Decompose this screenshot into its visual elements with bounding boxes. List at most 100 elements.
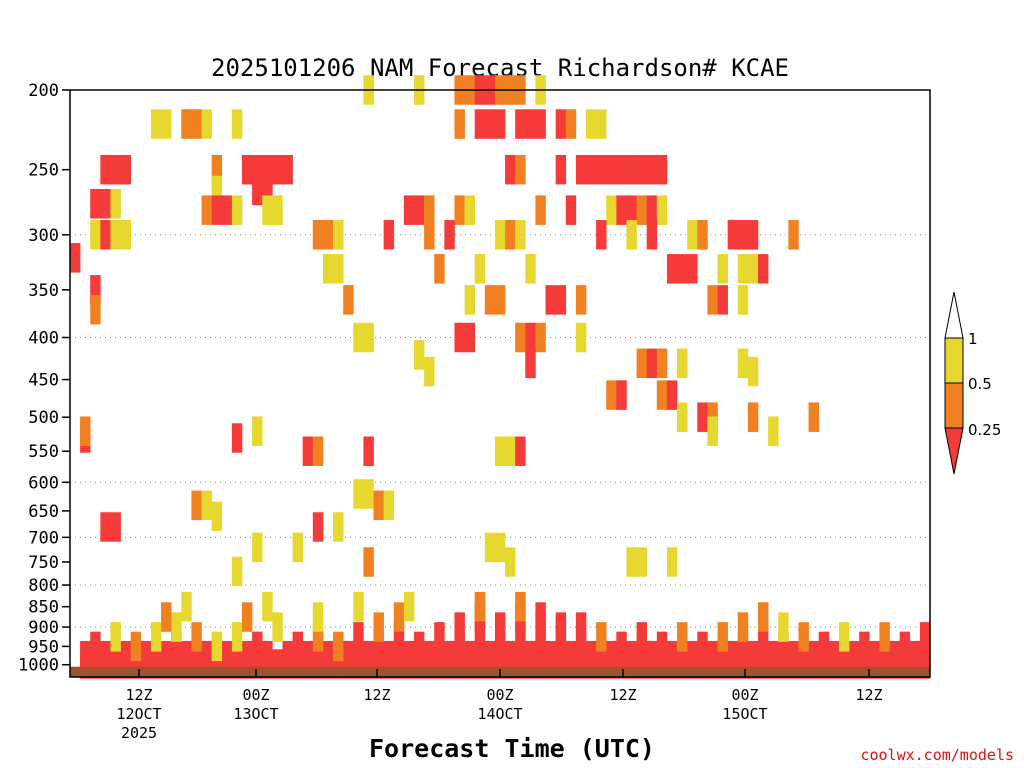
heatmap-cell: [535, 322, 546, 353]
heatmap-cell: [110, 188, 121, 219]
colorbar-label: 1: [968, 330, 978, 348]
heatmap-cell: [424, 220, 435, 250]
heatmap-cell: [312, 512, 324, 542]
heatmap-cell: [515, 109, 526, 139]
heatmap-cell: [666, 380, 678, 410]
heatmap-cell: [919, 622, 931, 652]
heatmap-cell: [737, 254, 749, 284]
heatmap-cell: [505, 640, 516, 671]
heatmap-cell: [535, 602, 546, 632]
heatmap-cell: [575, 612, 587, 642]
heatmap-cell: [302, 436, 314, 466]
heatmap-cell: [272, 649, 283, 679]
heatmap-cell: [211, 649, 223, 679]
heatmap-cell: [666, 254, 678, 284]
heatmap-cell: [596, 154, 607, 185]
heatmap-cell: [515, 649, 526, 679]
heatmap-cell: [191, 109, 202, 139]
heatmap-cell: [181, 109, 192, 139]
heatmap-cell: [677, 348, 688, 379]
heatmap-cell: [494, 220, 506, 250]
heatmap-cell: [575, 631, 587, 662]
heatmap-cell: [535, 649, 546, 679]
y-tick-label: 250: [28, 161, 59, 181]
heatmap-cell: [525, 640, 536, 671]
heatmap-cell: [646, 220, 658, 250]
heatmap-cell: [363, 322, 374, 353]
heatmap-cell: [191, 490, 202, 521]
heatmap-cell: [575, 154, 587, 185]
heatmap-cell: [555, 612, 567, 642]
heatmap-cell: [525, 109, 536, 139]
heatmap-cell: [80, 640, 91, 671]
heatmap-cell: [292, 532, 304, 563]
heatmap-cell: [252, 416, 263, 446]
heatmap-cell: [211, 175, 223, 206]
heatmap-cell: [505, 436, 516, 466]
heatmap-cell: [150, 649, 162, 679]
heatmap-cell: [545, 640, 556, 671]
heatmap-cell: [333, 631, 344, 662]
x-tick-label: 15OCT: [722, 705, 767, 723]
heatmap-cell: [646, 640, 658, 671]
heatmap-cell: [393, 622, 405, 652]
heatmap-cell: [666, 640, 678, 671]
heatmap-cell: [727, 220, 739, 250]
heatmap-cell: [646, 195, 658, 225]
heatmap-cell: [575, 649, 587, 679]
heatmap-cell: [626, 220, 637, 250]
heatmap-cell: [838, 649, 850, 679]
heatmap-cell: [373, 612, 384, 642]
y-tick-label: 450: [28, 371, 59, 391]
heatmap-cell: [596, 109, 607, 139]
heatmap-cell: [403, 591, 415, 622]
heatmap-cell: [626, 195, 637, 225]
heatmap-cell: [515, 622, 526, 652]
heatmap-cell: [555, 285, 567, 315]
heatmap-cell: [231, 649, 243, 679]
heatmap-cell: [474, 649, 486, 679]
heatmap-cell: [636, 547, 648, 577]
heatmap-cell: [252, 175, 263, 206]
heatmap-cell: [494, 631, 506, 662]
heatmap-cell: [130, 631, 142, 662]
heatmap-cell: [252, 154, 263, 185]
x-tick-label: 13OCT: [233, 705, 278, 723]
x-tick-label: 12Z: [125, 686, 152, 704]
heatmap-cell: [312, 649, 324, 679]
heatmap-cell: [312, 220, 324, 250]
heatmap-cell: [373, 490, 384, 521]
colorbar-label: 0.25: [968, 421, 1001, 439]
heatmap-cell: [758, 602, 769, 632]
heatmap-cell: [899, 631, 911, 662]
x-tick-label: 12OCT: [116, 705, 161, 723]
heatmap-cell: [646, 154, 658, 185]
heatmap-cell: [859, 649, 870, 679]
heatmap-cell: [120, 220, 132, 250]
heatmap-cell: [545, 285, 556, 315]
heatmap-cell: [747, 402, 759, 432]
heatmap-cell: [626, 154, 637, 185]
heatmap-cell: [697, 402, 708, 432]
heatmap-cell: [586, 154, 597, 185]
heatmap-cell: [231, 556, 243, 587]
colorbar-bin: [944, 382, 964, 429]
heatmap-cell: [464, 285, 476, 315]
heatmap-cell: [646, 348, 658, 379]
heatmap-cell: [161, 602, 172, 632]
heatmap-cell: [565, 195, 577, 225]
heatmap-cell: [211, 501, 223, 532]
heatmap-cell: [120, 154, 132, 185]
heatmap-cell: [677, 402, 688, 432]
heatmap-cell: [778, 649, 789, 679]
heatmap-cell: [838, 622, 850, 652]
heatmap-cell: [231, 622, 243, 652]
heatmap-cell: [484, 532, 496, 563]
heatmap-cell: [322, 254, 334, 284]
heatmap-cell: [717, 285, 728, 315]
heatmap-cell: [424, 356, 435, 387]
heatmap-cell: [758, 649, 769, 679]
heatmap-cell: [242, 640, 253, 671]
heatmap-cell: [464, 322, 476, 353]
heatmap-cell: [363, 479, 374, 509]
